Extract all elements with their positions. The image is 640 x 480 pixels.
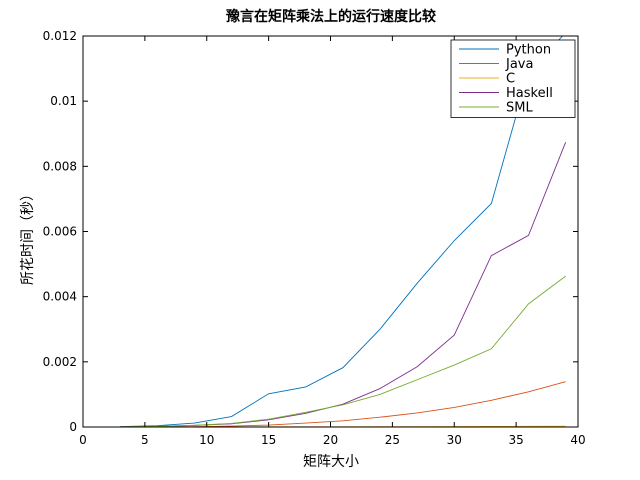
x-tick-label: 40 <box>570 433 585 447</box>
y-axis-title: 所花时间（秒） <box>20 187 36 285</box>
legend-label-c: C <box>506 72 515 87</box>
legend-label-python: Python <box>506 43 551 58</box>
y-tick-label: 0.006 <box>43 225 77 239</box>
x-tick-label: 0 <box>79 433 87 447</box>
y-tick-label: 0.008 <box>43 159 77 173</box>
legend-label-sml: SML <box>506 101 533 116</box>
x-tick-label: 10 <box>199 433 214 447</box>
x-tick-label: 15 <box>261 433 276 447</box>
x-tick-label: 20 <box>323 433 338 447</box>
y-tick-label: 0 <box>69 420 77 434</box>
x-axis-title: 矩阵大小 <box>303 454 359 470</box>
plot-layer: 0 5 10 15 20 25 30 35 40 0 0.002 0.004 0.006 0.008 0.0… <box>43 29 586 447</box>
series-line-sml <box>120 275 566 427</box>
y-tick-label: 0.012 <box>43 29 77 43</box>
y-tick-label: 0.004 <box>43 290 77 304</box>
x-tick-label: 5 <box>141 433 149 447</box>
series-line-python <box>120 36 564 427</box>
chart-title: 豫言在矩阵乘法上的运行速度比较 <box>226 8 436 25</box>
y-tick-label: 0.01 <box>50 94 77 108</box>
y-tick-label: 0.002 <box>43 355 77 369</box>
legend-label-java: Java <box>505 57 533 72</box>
x-tick-label: 35 <box>508 433 523 447</box>
legend-label-haskell: Haskell <box>506 86 553 101</box>
legend-box <box>450 39 576 118</box>
x-tick-label: 25 <box>385 433 400 447</box>
x-tick-label: 30 <box>447 433 462 447</box>
